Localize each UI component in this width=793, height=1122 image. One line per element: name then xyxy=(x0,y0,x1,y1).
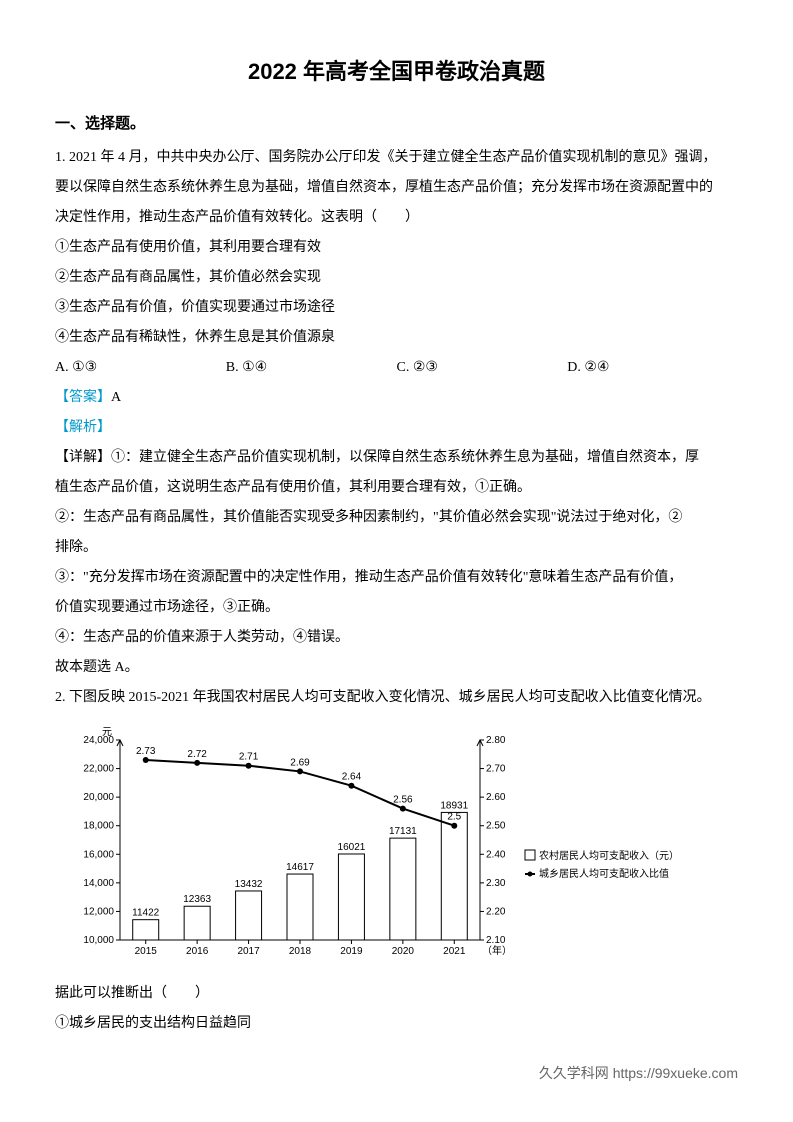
page-title: 2022 年高考全国甲卷政治真题 xyxy=(55,50,738,94)
svg-text:12363: 12363 xyxy=(183,894,211,905)
svg-text:2.72: 2.72 xyxy=(187,749,207,760)
q1-stem-line3: 决定性作用，推动生态产品价值有效转化。这表明（ ） xyxy=(55,204,738,232)
svg-text:2018: 2018 xyxy=(289,946,312,957)
svg-text:2.5: 2.5 xyxy=(447,812,461,823)
svg-text:2.80: 2.80 xyxy=(486,735,506,746)
svg-text:2021: 2021 xyxy=(443,946,466,957)
svg-text:元: 元 xyxy=(102,727,112,738)
svg-text:12,000: 12,000 xyxy=(83,906,114,917)
svg-text:2.56: 2.56 xyxy=(393,795,413,806)
svg-text:2.50: 2.50 xyxy=(486,821,506,832)
q1-option-a: A. ①③ xyxy=(55,354,226,382)
svg-text:2.70: 2.70 xyxy=(486,764,506,775)
svg-text:18931: 18931 xyxy=(440,800,468,811)
section-header: 一、选择题。 xyxy=(55,109,738,139)
q1-stem-line2: 要以保障自然生态系统休养生息为基础，增值自然资本，厚植生态产品价值；充分发挥市场… xyxy=(55,174,738,202)
svg-text:22,000: 22,000 xyxy=(83,764,114,775)
q1-statement3: ③生态产品有价值，价值实现要通过市场途径 xyxy=(55,294,738,322)
svg-text:14,000: 14,000 xyxy=(83,878,114,889)
svg-text:2015: 2015 xyxy=(135,946,158,957)
svg-text:2.20: 2.20 xyxy=(486,906,506,917)
svg-text:2.60: 2.60 xyxy=(486,792,506,803)
svg-text:2.71: 2.71 xyxy=(239,752,259,763)
svg-text:2.30: 2.30 xyxy=(486,878,506,889)
q1-statement1: ①生态产品有使用价值，其利用要合理有效 xyxy=(55,234,738,262)
q1-option-b: B. ①④ xyxy=(226,354,397,382)
q1-stem-line1: 1. 2021 年 4 月，中共中央办公厅、国务院办公厅印发《关于建立健全生态产… xyxy=(55,144,738,172)
svg-text:14617: 14617 xyxy=(286,862,314,873)
q1-detail-l6: 价值实现要通过市场途径，③正确。 xyxy=(55,594,738,622)
q1-statement4: ④生态产品有稀缺性，休养生息是其价值源泉 xyxy=(55,324,738,352)
q1-statement2: ②生态产品有商品属性，其价值必然会实现 xyxy=(55,264,738,292)
svg-text:16,000: 16,000 xyxy=(83,849,114,860)
q1-detail-l3: ②：生态产品有商品属性，其价值能否实现受多种因素制约，"其价值必然会实现"说法过… xyxy=(55,504,738,532)
q1-detail-l5: ③："充分发挥市场在资源配置中的决定性作用，推动生态产品价值有效转化"意味着生态… xyxy=(55,564,738,592)
svg-text:农村居民人均可支配收入（元）: 农村居民人均可支配收入（元） xyxy=(539,849,679,862)
svg-text:17131: 17131 xyxy=(389,826,417,837)
svg-text:2.10: 2.10 xyxy=(486,935,506,946)
q2-after-l1: 据此可以推断出（ ） xyxy=(55,980,738,1008)
q1-options-row: A. ①③ B. ①④ C. ②③ D. ②④ xyxy=(55,354,738,382)
svg-text:2.69: 2.69 xyxy=(290,757,310,768)
page-footer: 久久学科网 https://99xueke.com xyxy=(539,1059,738,1087)
q1-answer: 【答案】A xyxy=(55,384,738,412)
q1-detail-l7: ④：生态产品的价值来源于人类劳动，④错误。 xyxy=(55,624,738,652)
q1-detail-l1: 【详解】①：建立健全生态产品价值实现机制，以保障自然生态系统休养生息为基础，增值… xyxy=(55,444,738,472)
svg-text:11422: 11422 xyxy=(132,908,160,919)
svg-text:16021: 16021 xyxy=(338,842,366,853)
svg-text:2019: 2019 xyxy=(340,946,363,957)
svg-text:2016: 2016 xyxy=(186,946,209,957)
svg-text:2.64: 2.64 xyxy=(342,772,362,783)
svg-text:城乡居民人均可支配收入比值: 城乡居民人均可支配收入比值 xyxy=(539,867,669,880)
svg-text:20,000: 20,000 xyxy=(83,792,114,803)
answer-label: 【答案】 xyxy=(55,390,111,405)
svg-text:18,000: 18,000 xyxy=(83,821,114,832)
svg-text:2017: 2017 xyxy=(237,946,260,957)
analysis-label: 【解析】 xyxy=(55,420,111,435)
svg-text:2.40: 2.40 xyxy=(486,849,506,860)
q2-after-l2: ①城乡居民的支出结构日益趋同 xyxy=(55,1010,738,1038)
q1-detail-l4: 排除。 xyxy=(55,534,738,562)
answer-value: A xyxy=(111,390,121,405)
svg-text:2.73: 2.73 xyxy=(136,746,156,757)
income-chart: 10,000 12,000 14,000 16,000 18,000 20,000 22,0… xyxy=(55,720,695,975)
svg-text:10,000: 10,000 xyxy=(83,935,114,946)
q1-detail-l2: 植生态产品价值，这说明生态产品有使用价值，其利用要合理有效，①正确。 xyxy=(55,474,738,502)
q1-option-d: D. ②④ xyxy=(567,354,738,382)
q1-detail-l8: 故本题选 A。 xyxy=(55,654,738,682)
svg-text:（年）: （年） xyxy=(482,944,512,957)
q2-stem-line1: 2. 下图反映 2015-2021 年我国农村居民人均可支配收入变化情况、城乡居… xyxy=(55,684,738,712)
q1-option-c: C. ②③ xyxy=(397,354,568,382)
q1-analysis-label: 【解析】 xyxy=(55,414,738,442)
chart-svg: 10,000 12,000 14,000 16,000 18,000 20,000 22,0… xyxy=(55,720,695,975)
svg-text:13432: 13432 xyxy=(235,879,263,890)
svg-text:2020: 2020 xyxy=(392,946,415,957)
